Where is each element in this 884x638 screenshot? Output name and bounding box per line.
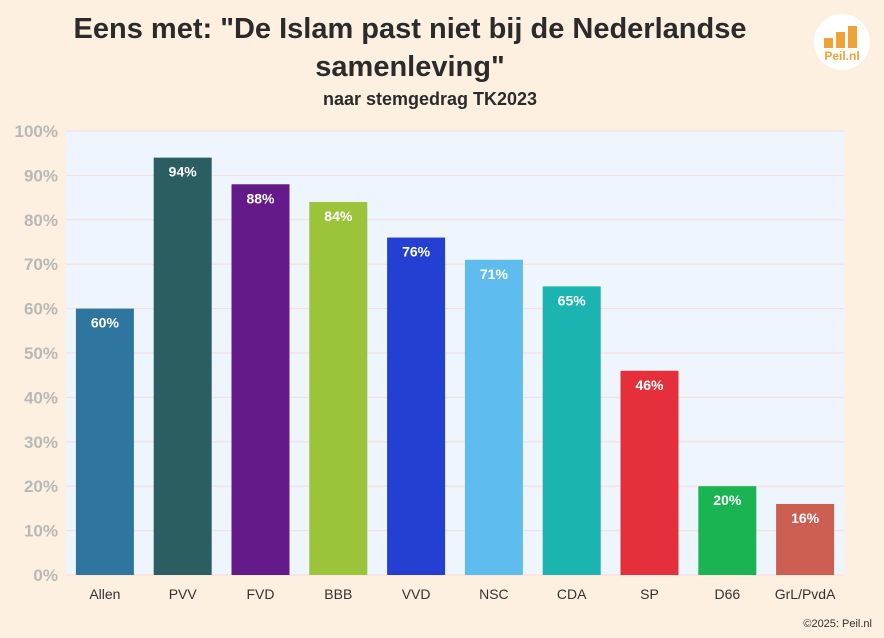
y-tick-label: 10% [24, 522, 58, 541]
bar [464, 259, 523, 575]
x-tick-label: Allen [89, 586, 120, 602]
y-tick-label: 100% [15, 122, 58, 141]
x-tick-label: BBB [324, 586, 352, 602]
peil-logo: Peil.nl [814, 14, 870, 70]
x-tick-label: CDA [557, 586, 587, 602]
y-tick-label: 90% [24, 166, 58, 185]
bar [153, 157, 212, 575]
y-tick-label: 50% [24, 344, 58, 363]
bar-value-label: 71% [480, 266, 509, 282]
y-tick-label: 20% [24, 477, 58, 496]
x-tick-label: GrL/PvdA [775, 586, 836, 602]
bar [698, 486, 757, 575]
y-tick-label: 70% [24, 255, 58, 274]
bar-value-label: 88% [246, 190, 275, 206]
x-tick-label: SP [640, 586, 659, 602]
bar [620, 370, 679, 575]
bar [75, 308, 134, 575]
copyright-text: ©2025: Peil.nl [803, 618, 872, 630]
bar-value-label: 94% [169, 164, 198, 180]
x-tick-label: D66 [714, 586, 740, 602]
logo-text: Peil.nl [824, 49, 860, 63]
bar-value-label: 20% [713, 492, 742, 508]
y-tick-label: 40% [24, 388, 58, 407]
bar [231, 184, 290, 575]
y-tick-label: 30% [24, 433, 58, 452]
bar [542, 286, 601, 575]
x-tick-label: NSC [479, 586, 509, 602]
logo-bar-icon [848, 26, 857, 48]
bar-value-label: 16% [791, 510, 820, 526]
logo-bar-icon [836, 32, 845, 48]
bar-value-label: 84% [324, 208, 353, 224]
chart-subtitle: naar stemgedrag TK2023 [322, 89, 538, 109]
bar [309, 202, 368, 576]
bar [776, 503, 835, 575]
logo-bar-icon [824, 38, 833, 48]
bar-value-label: 65% [558, 292, 587, 308]
y-tick-label: 60% [24, 300, 58, 319]
x-tick-label: PVV [169, 586, 198, 602]
bar-value-label: 60% [91, 315, 120, 331]
chart-title: Eens met: "De Islam past niet bij de Ned… [73, 13, 747, 83]
x-tick-label: VVD [402, 586, 431, 602]
bar-value-label: 76% [402, 244, 431, 260]
bar [387, 237, 446, 575]
y-tick-label: 80% [24, 211, 58, 230]
bar-value-label: 46% [635, 377, 664, 393]
x-tick-label: FVD [247, 586, 275, 602]
y-tick-label: 0% [33, 566, 58, 585]
